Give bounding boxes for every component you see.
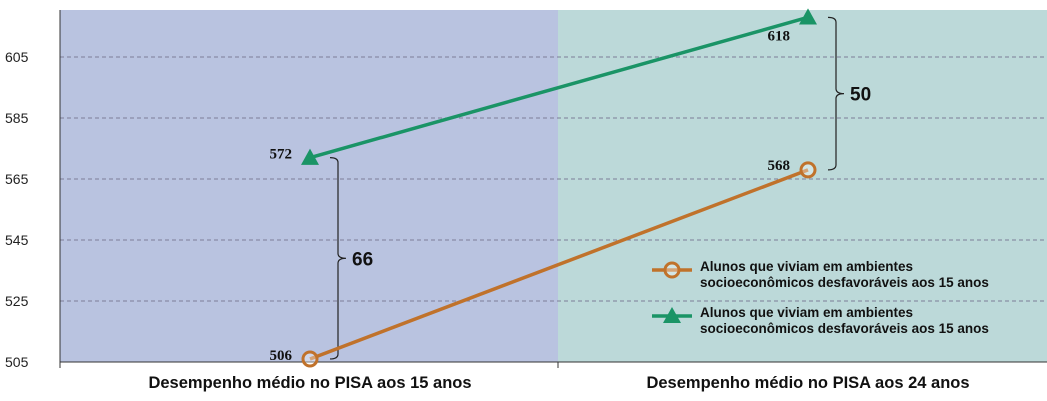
legend-label: Alunos que viviam em ambientes xyxy=(700,259,913,274)
data-point-circle xyxy=(799,161,817,179)
legend-label: Alunos que viviam em ambientes xyxy=(700,305,913,320)
legend-label: socioeconômicos desfavoráveis aos 15 ano… xyxy=(700,321,989,336)
gap-bracket xyxy=(827,16,845,171)
series-line xyxy=(309,15,809,160)
data-label: 506 xyxy=(270,348,293,364)
x-category-label: Desempenho médio no PISA aos 24 anos xyxy=(646,374,969,392)
left-panel-background xyxy=(60,10,558,362)
legend-label: socioeconômicos desfavoráveis aos 15 ano… xyxy=(700,275,989,290)
data-point-triangle xyxy=(301,148,319,165)
gap-label: 66 xyxy=(352,249,373,270)
gap-label: 50 xyxy=(850,85,871,106)
data-label: 618 xyxy=(768,28,791,44)
y-tick-label: 525 xyxy=(5,293,29,309)
y-tick-label: 545 xyxy=(5,232,29,248)
x-category-label: Desempenho médio no PISA aos 15 anos xyxy=(148,374,471,392)
series-line xyxy=(309,168,809,361)
y-tick-label: 605 xyxy=(5,49,29,65)
data-label: 568 xyxy=(768,158,791,174)
data-label: 572 xyxy=(270,147,293,163)
data-point-circle xyxy=(301,350,319,368)
plot-background xyxy=(60,10,1047,362)
gap-bracket xyxy=(329,157,347,360)
series-layer: 506 568 572 618 xyxy=(270,8,817,368)
y-tick-label: 505 xyxy=(5,354,29,370)
legend-marker-circle xyxy=(663,261,681,279)
axes: Desempenho médio no PISA aos 15 anos Dese… xyxy=(59,10,1047,392)
gridlines: 505 525 545 565 585 605 xyxy=(5,49,1047,370)
right-panel-background xyxy=(558,10,1047,362)
legend-marker-triangle xyxy=(663,307,681,323)
y-tick-label: 565 xyxy=(5,171,29,187)
data-point-triangle xyxy=(799,8,817,25)
y-tick-label: 585 xyxy=(5,110,29,126)
legend: Alunos que viviam em ambientessocioeconô… xyxy=(652,259,989,336)
gap-brackets: 66 50 xyxy=(329,16,871,360)
